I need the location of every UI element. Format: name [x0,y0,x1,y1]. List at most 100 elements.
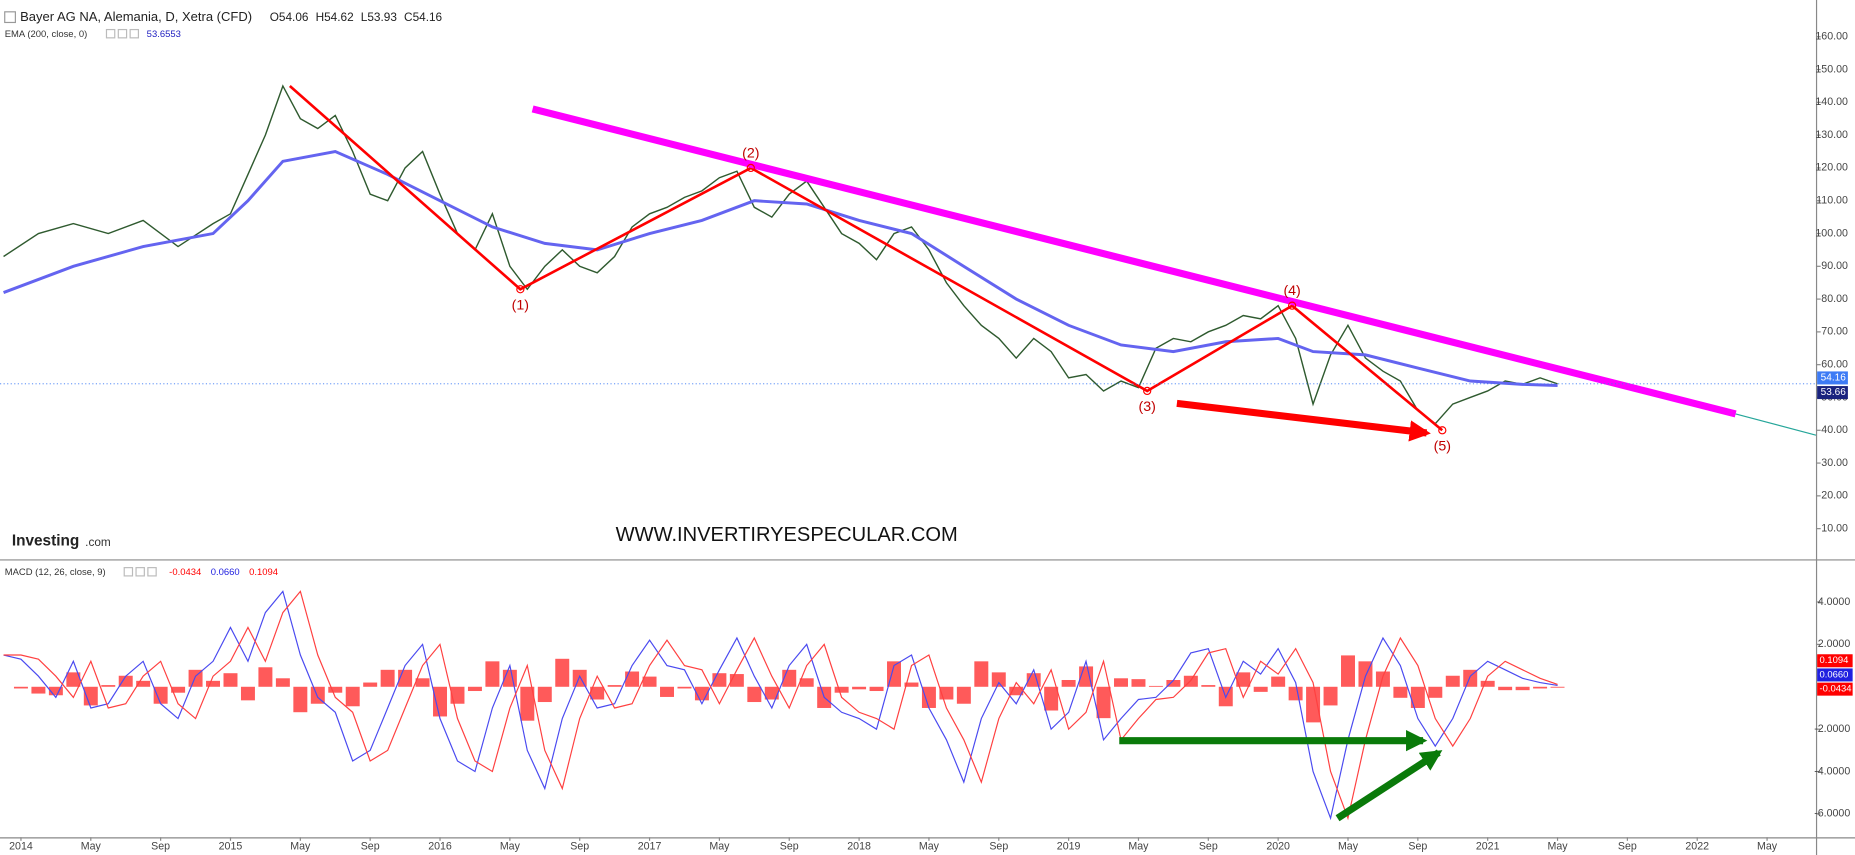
legend-icon[interactable] [129,28,140,39]
histogram-bar [660,686,675,697]
wave-point [1143,386,1152,396]
price-label: 53.66 [1821,387,1847,398]
x-tick-label: 2022 [1685,841,1709,853]
trendline-extension [1735,413,1817,436]
histogram-bar [1009,686,1024,696]
histogram-bar [607,685,622,687]
legend-icon[interactable] [147,567,157,577]
wave-label: (2) [742,145,759,161]
y-tick-label: 4.0000 [1818,596,1851,608]
x-tick-label: May [709,841,730,853]
legend-icon[interactable] [117,28,128,39]
collapse-icon[interactable] [4,11,16,24]
x-tick-label: Sep [151,841,170,853]
price-label: 54.16 [1821,373,1847,384]
histogram-bar [1428,686,1443,698]
histogram-bar [66,672,81,687]
wave-point [516,285,525,294]
histogram-bar [328,686,343,693]
histogram-bar [310,686,325,704]
histogram-bar [171,686,186,693]
histogram-bar [852,686,867,690]
histogram-bar [677,686,692,689]
histogram-bar [13,686,28,689]
histogram-bar [223,673,238,687]
histogram-bar [1288,686,1303,701]
legend-icon[interactable] [135,567,145,577]
wave-point [746,163,755,173]
legend-icon[interactable] [105,28,116,39]
histogram-bar [1166,679,1181,687]
price-label-box [1817,371,1848,385]
histogram-bar [293,686,308,713]
wave-point [1287,301,1297,310]
ema-line [3,149,1558,387]
histogram-bar [834,686,849,693]
y-tick-label: 100.00 [1815,227,1848,239]
histogram-bar [1323,686,1338,706]
histogram-bar [1306,686,1321,723]
histogram-bar [1515,686,1530,691]
y-tick-label: 2.0000 [1818,638,1851,650]
wave-point [1438,426,1447,435]
histogram-bar [467,686,482,692]
ohlc-value: H54.62 [316,10,354,24]
ohlc-readout: O54.06 H54.62 L53.93 C54.16 [270,10,443,24]
wave-label: (4) [1283,283,1300,299]
histogram-bar [1375,671,1390,687]
macd-value-box [1817,654,1853,668]
x-tick-label: Sep [570,841,589,853]
histogram-bar [869,686,884,692]
histogram-bar [590,686,605,700]
x-tick-label: May [81,841,102,853]
histogram-bar [537,686,552,703]
histogram-bar [485,661,500,687]
y-tick-label: 150.00 [1815,63,1848,75]
histogram-bar [240,686,255,701]
x-tick-label: May [919,841,940,853]
histogram-bar [450,686,465,704]
histogram-bar [1393,686,1408,698]
x-tick-label: May [1547,841,1568,853]
histogram-bar [188,669,203,687]
histogram-bar [1236,672,1251,687]
x-tick-label: Sep [989,841,1008,853]
macd-legend-value: -0.0434 [169,567,201,578]
x-tick-label: 2018 [847,841,871,853]
y-tick-label: 60.00 [1821,358,1848,370]
macd-value-label: 0.0660 [1820,669,1849,680]
x-tick-label: 2016 [428,841,452,853]
macd-value-box [1817,682,1853,696]
ohlc-value: C54.16 [404,10,443,24]
histogram-bar [1044,686,1059,711]
y-tick-label: 70.00 [1821,326,1848,338]
histogram-bar [625,671,640,687]
histogram-bar [380,669,395,687]
y-tick-label: 130.00 [1815,129,1848,141]
histogram-bar [275,678,290,687]
histogram-bar [974,661,989,687]
legend-icon[interactable] [123,567,134,577]
y-tick-label: 120.00 [1815,162,1848,174]
histogram-bar [1096,686,1111,719]
wave-label: (1) [512,298,529,314]
histogram-bar [764,686,779,700]
histogram-bar [136,680,151,687]
histogram-bar [921,686,936,708]
macd-line [3,590,1558,821]
macd-value-label: 0.1094 [1820,655,1849,666]
x-tick-label: May [290,841,311,853]
arrow [1335,749,1443,822]
trendline [531,105,1737,418]
x-tick-label: May [1757,841,1778,853]
histogram-bar [1114,678,1128,687]
y-tick-label: 110.00 [1816,195,1848,207]
histogram-bar [1148,685,1163,687]
wave-label: (5) [1434,439,1451,455]
price-line [3,84,1558,425]
y-tick-label: 40.00 [1821,424,1848,436]
y-tick-label: -2.0000 [1814,723,1850,735]
y-tick-label: 90.00 [1821,260,1848,272]
